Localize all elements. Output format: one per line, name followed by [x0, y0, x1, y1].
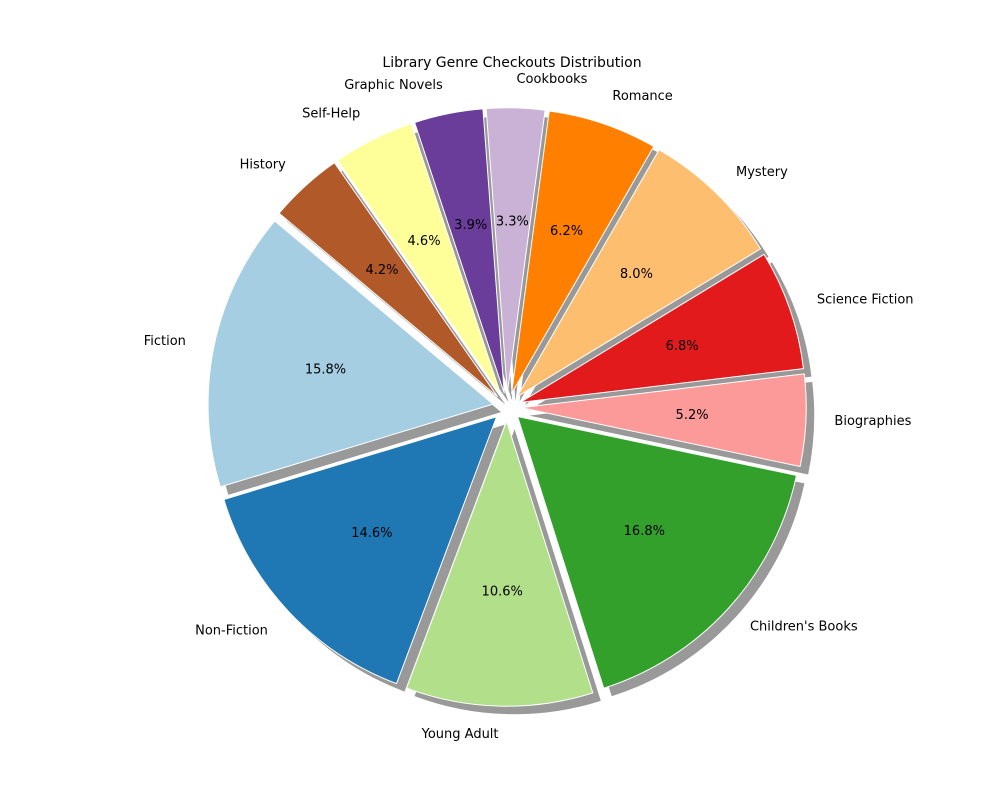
slice-label-cookbooks: Cookbooks — [516, 72, 587, 87]
slice-percent-fiction: 15.8% — [305, 362, 346, 377]
slice-label-biographies: Biographies — [834, 414, 911, 429]
slice-label-young-adult: Young Adult — [421, 727, 499, 742]
slice-label-history: History — [240, 158, 287, 173]
slice-percent-romance: 6.2% — [550, 224, 583, 239]
slice-percent-non-fiction: 14.6% — [351, 526, 392, 541]
slice-label-fiction: Fiction — [144, 334, 186, 349]
pie-slice-science-fiction — [519, 253, 804, 403]
slice-label-science-fiction: Science Fiction — [817, 293, 914, 308]
pie-slice-cookbooks — [485, 107, 546, 394]
slice-percent-self-help: 4.6% — [408, 234, 441, 249]
pie-slice-self-help — [337, 123, 502, 395]
slice-label-children-s-books: Children's Books — [750, 619, 858, 634]
pie-slice-non-fiction — [223, 416, 498, 685]
pie-slice-biographies — [520, 373, 807, 468]
slice-label-graphic-novels: Graphic Novels — [344, 78, 443, 93]
slice-percent-science-fiction: 6.8% — [666, 339, 699, 354]
chart-title: Library Genre Checkouts Distribution — [382, 55, 641, 71]
pie-slice-fiction — [207, 220, 494, 488]
slice-percent-history: 4.2% — [365, 263, 398, 278]
slice-percent-mystery: 8.0% — [620, 267, 653, 282]
slice-percent-cookbooks: 3.3% — [496, 214, 529, 229]
pie-slice-mystery — [516, 149, 762, 398]
pie-slice-romance — [511, 110, 655, 395]
slice-label-mystery: Mystery — [736, 165, 788, 180]
slice-percent-biographies: 5.2% — [676, 408, 709, 423]
slice-percent-graphic-novels: 3.9% — [454, 218, 487, 233]
label-layer: Fiction 15.8% Non-Fiction 14.6% Young Adult 1… — [144, 72, 914, 742]
pie-slice-history — [278, 162, 498, 397]
slice-label-non-fiction: Non-Fiction — [195, 624, 268, 639]
slice-layer — [207, 107, 807, 707]
slice-label-romance: Romance — [612, 89, 672, 104]
slice-percent-young-adult: 10.6% — [482, 585, 523, 600]
pie-slice-graphic-novels — [414, 108, 505, 394]
slice-percent-children-s-books: 16.8% — [624, 524, 665, 539]
slice-label-self-help: Self-Help — [302, 106, 360, 121]
pie-slice-young-adult — [406, 420, 594, 707]
pie-slice-children-s-books — [517, 416, 797, 689]
